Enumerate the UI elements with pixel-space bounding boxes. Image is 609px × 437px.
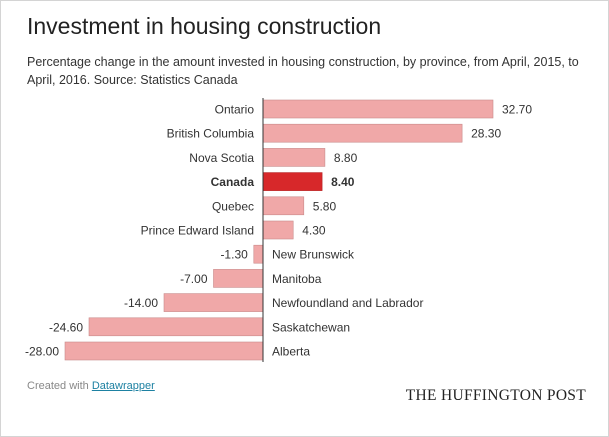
value-label: 8.80 (334, 151, 358, 165)
credit-line: Created with Datawrapper (27, 380, 155, 392)
value-label: 5.80 (313, 199, 337, 213)
value-label: -7.00 (180, 272, 208, 286)
bar-quebec (262, 196, 305, 216)
datawrapper-link[interactable]: Datawrapper (91, 380, 155, 392)
chart-subtitle: Percentage change in the amount invested… (27, 55, 579, 87)
category-label: Canada (211, 175, 255, 189)
bar-alberta (64, 341, 264, 361)
brand-logo: THE HUFFINGTON POST (405, 387, 586, 404)
bar-new-brunswick (253, 244, 264, 264)
value-label: 4.30 (302, 224, 326, 238)
value-label: 32.70 (502, 103, 532, 117)
bar-prince-edward-island (262, 220, 294, 240)
value-label: -28.00 (25, 345, 59, 359)
bar-saskatchewan (88, 317, 264, 337)
bar-british-columbia (262, 123, 463, 143)
bar-ontario (262, 99, 494, 119)
category-label: British Columbia (167, 127, 255, 141)
chart-title: Investment in housing construction (27, 13, 382, 39)
credit-prefix: Created with (27, 380, 92, 392)
category-label: Ontario (215, 103, 255, 117)
category-label: Quebec (212, 199, 254, 213)
value-label: 8.40 (331, 175, 355, 189)
category-label: Nova Scotia (189, 151, 254, 165)
category-label: Saskatchewan (272, 320, 350, 334)
category-label: Alberta (272, 345, 310, 359)
category-label: New Brunswick (272, 248, 355, 262)
value-label: -14.00 (124, 296, 158, 310)
value-label: 28.30 (471, 127, 501, 141)
category-label: Newfoundland and Labrador (272, 296, 423, 310)
bar-newfoundland-and-labrador (163, 293, 264, 312)
category-label: Prince Edward Island (141, 224, 254, 238)
category-label: Manitoba (272, 272, 322, 286)
bar-canada (262, 172, 323, 191)
bar-manitoba (213, 269, 264, 288)
value-label: -1.30 (220, 248, 248, 262)
value-label: -24.60 (49, 320, 83, 334)
bar-nova-scotia (262, 148, 326, 167)
